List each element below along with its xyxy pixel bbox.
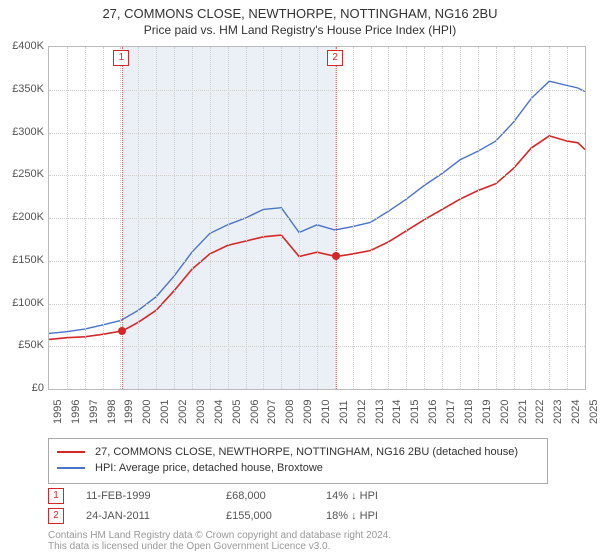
x-axis-label: 2018 bbox=[463, 400, 475, 424]
sale-records: 1 11-FEB-1999£68,00014% ↓ HPI 2 24-JAN-2011… bbox=[48, 486, 568, 526]
y-axis-label: £50K bbox=[2, 339, 44, 351]
x-axis-label: 2020 bbox=[499, 400, 511, 424]
x-axis-label: 2001 bbox=[159, 400, 171, 424]
legend-item: 27, COMMONS CLOSE, NEWTHORPE, NOTTINGHAM… bbox=[57, 445, 539, 459]
sale-record-flag: 1 bbox=[48, 488, 64, 504]
y-axis-label: £350K bbox=[2, 83, 44, 95]
marker-guide-line bbox=[122, 47, 123, 389]
x-axis-label: 2002 bbox=[177, 400, 189, 424]
x-axis-label: 2022 bbox=[534, 400, 546, 424]
x-axis-label: 2000 bbox=[141, 400, 153, 424]
legend-swatch bbox=[57, 467, 85, 469]
x-axis-label: 2012 bbox=[356, 400, 368, 424]
x-axis-label: 2003 bbox=[195, 400, 207, 424]
chart-titles: 27, COMMONS CLOSE, NEWTHORPE, NOTTINGHAM… bbox=[0, 0, 600, 37]
y-axis-label: £0 bbox=[2, 382, 44, 394]
x-axis-label: 1997 bbox=[88, 400, 100, 424]
legend-item: HPI: Average price, detached house, Brox… bbox=[57, 461, 539, 475]
x-axis-label: 2024 bbox=[570, 400, 582, 424]
x-axis-label: 1996 bbox=[70, 400, 82, 424]
legend-box: 27, COMMONS CLOSE, NEWTHORPE, NOTTINGHAM… bbox=[48, 438, 548, 484]
x-axis-label: 2011 bbox=[338, 400, 350, 424]
sale-record-price: £68,000 bbox=[226, 490, 326, 502]
x-axis-label: 2023 bbox=[552, 400, 564, 424]
x-axis-label: 1999 bbox=[123, 400, 135, 424]
chart-title-line2: Price paid vs. HM Land Registry's House … bbox=[0, 23, 600, 37]
x-axis-label: 2009 bbox=[302, 400, 314, 424]
marker-dot bbox=[332, 252, 340, 260]
sale-record-flag: 2 bbox=[48, 508, 64, 524]
legend-label: 27, COMMONS CLOSE, NEWTHORPE, NOTTINGHAM… bbox=[95, 446, 518, 458]
sale-record-date: 24-JAN-2011 bbox=[86, 510, 226, 522]
sale-record-row: 2 24-JAN-2011£155,00018% ↓ HPI bbox=[48, 506, 568, 526]
x-axis-label: 2010 bbox=[320, 400, 332, 424]
y-axis-label: £400K bbox=[2, 40, 44, 52]
x-axis-label: 2007 bbox=[266, 400, 278, 424]
y-axis-label: £100K bbox=[2, 297, 44, 309]
chart-title-line1: 27, COMMONS CLOSE, NEWTHORPE, NOTTINGHAM… bbox=[0, 6, 600, 21]
legend-swatch bbox=[57, 451, 85, 453]
y-axis-label: £300K bbox=[2, 126, 44, 138]
x-axis-label: 2006 bbox=[249, 400, 261, 424]
footer-line2: This data is licensed under the Open Gov… bbox=[48, 541, 391, 552]
x-axis-label: 2004 bbox=[213, 400, 225, 424]
marker-flag: 1 bbox=[113, 50, 129, 66]
footer-line1: Contains HM Land Registry data © Crown c… bbox=[48, 530, 391, 541]
sale-record-hpi-delta: 18% ↓ HPI bbox=[326, 510, 378, 522]
x-axis-label: 2019 bbox=[481, 400, 493, 424]
sale-record-row: 1 11-FEB-1999£68,00014% ↓ HPI bbox=[48, 486, 568, 506]
sale-record-price: £155,000 bbox=[226, 510, 326, 522]
legend-label: HPI: Average price, detached house, Brox… bbox=[95, 462, 323, 474]
chart-container: 27, COMMONS CLOSE, NEWTHORPE, NOTTINGHAM… bbox=[0, 0, 600, 560]
x-axis-label: 1995 bbox=[52, 400, 64, 424]
y-axis-label: £250K bbox=[2, 168, 44, 180]
y-axis-label: £200K bbox=[2, 211, 44, 223]
x-axis-label: 2005 bbox=[231, 400, 243, 424]
x-axis-label: 2021 bbox=[517, 400, 529, 424]
marker-flag: 2 bbox=[327, 50, 343, 66]
x-axis-label: 2016 bbox=[427, 400, 439, 424]
marker-guide-line bbox=[336, 47, 337, 389]
sale-record-date: 11-FEB-1999 bbox=[86, 490, 226, 502]
x-axis-label: 1998 bbox=[106, 400, 118, 424]
footer-attribution: Contains HM Land Registry data © Crown c… bbox=[48, 530, 391, 552]
y-axis-label: £150K bbox=[2, 254, 44, 266]
x-axis-label: 2025 bbox=[588, 400, 600, 424]
x-axis-label: 2015 bbox=[409, 400, 421, 424]
marker-dot bbox=[118, 327, 126, 335]
x-axis-label: 2013 bbox=[374, 400, 386, 424]
x-axis-label: 2017 bbox=[445, 400, 457, 424]
x-axis-label: 2014 bbox=[391, 400, 403, 424]
x-axis-label: 2008 bbox=[284, 400, 296, 424]
sale-record-hpi-delta: 14% ↓ HPI bbox=[326, 490, 378, 502]
plot-area bbox=[48, 46, 586, 390]
